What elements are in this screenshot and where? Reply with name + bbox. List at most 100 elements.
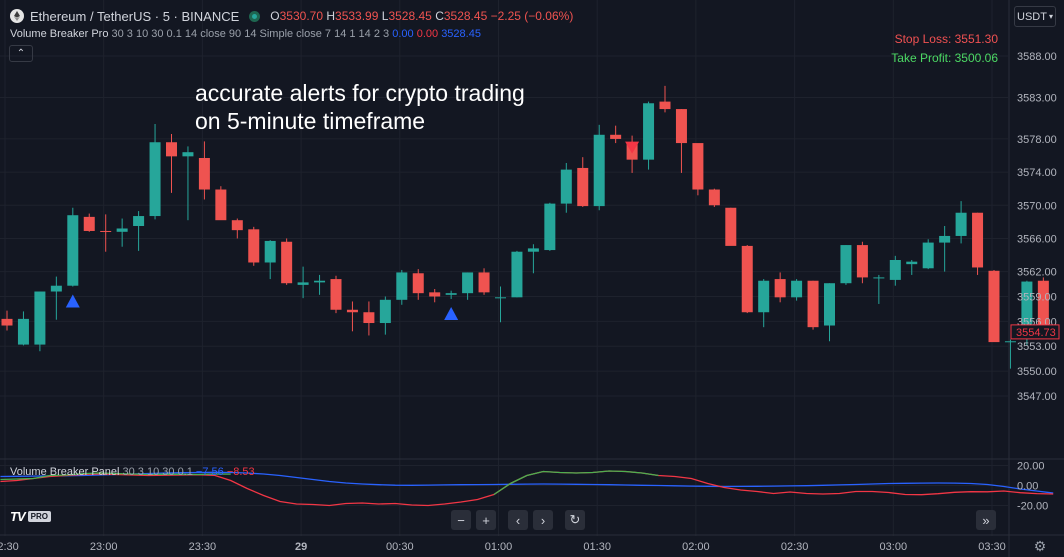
candle <box>67 207 79 287</box>
candle <box>281 238 293 285</box>
time-tick-label: 29 <box>295 541 307 553</box>
candle <box>560 162 572 213</box>
candle <box>708 188 720 207</box>
panel-tick-label: -20.00 <box>1017 501 1048 513</box>
candle-body <box>1037 280 1049 333</box>
candle <box>610 125 622 144</box>
candle <box>988 269 1000 343</box>
last-price-box <box>1010 324 1060 340</box>
candle <box>100 214 112 252</box>
candle-body <box>922 242 934 269</box>
time-tick-label: 01:30 <box>583 541 611 553</box>
candle <box>741 245 753 314</box>
time-tick-label: 03:30 <box>978 541 1006 553</box>
candle-body <box>429 292 441 297</box>
candle-body <box>577 167 589 207</box>
candle <box>462 272 474 300</box>
candle <box>363 301 375 336</box>
price-tick-label: 3559.00 <box>1017 291 1057 303</box>
take-profit-label: Take Profit: 3500.06 <box>891 51 998 65</box>
candle-body <box>791 280 803 298</box>
candle-body <box>692 143 704 190</box>
candle <box>346 301 358 332</box>
candle <box>1004 339 1016 369</box>
currency-selector[interactable]: USDT ▾ <box>1014 6 1056 27</box>
scroll-left-button[interactable]: ‹ <box>508 510 528 530</box>
candle <box>330 275 342 314</box>
market-status-icon <box>249 10 261 22</box>
candle-body <box>807 280 819 328</box>
candle <box>50 276 62 320</box>
candle-body <box>675 109 687 144</box>
candle <box>445 290 457 299</box>
stop-loss-label: Stop Loss: 3551.30 <box>894 32 998 46</box>
collapse-legend-button[interactable]: ⌃ <box>9 45 33 62</box>
candle <box>1037 277 1049 333</box>
candle <box>527 244 539 274</box>
panel-indicator-name: Volume Breaker Panel <box>10 466 120 478</box>
symbol-header: Ethereum / TetherUS · 5 · BINANCE O3530.… <box>10 8 573 24</box>
candle-body <box>182 152 194 157</box>
candle-body <box>50 285 62 292</box>
candle <box>182 146 194 221</box>
ethereum-logo-icon <box>10 9 24 23</box>
tradingview-logo[interactable]: TV PRO <box>10 509 51 524</box>
panel-value-1: −7.56 <box>195 466 224 478</box>
candle-body <box>67 215 79 286</box>
candle <box>955 201 967 244</box>
candle <box>83 213 95 232</box>
candle-body <box>708 189 720 206</box>
price-tick-label: 3547.00 <box>1017 391 1057 403</box>
sell-signal-triangle <box>625 141 640 154</box>
candle-body <box>1 318 13 326</box>
panel-series-green-segment <box>493 470 659 496</box>
candle <box>972 212 984 275</box>
candle <box>906 260 918 275</box>
candle-body <box>774 279 786 298</box>
zoom-in-button[interactable]: + <box>476 510 496 530</box>
jump-to-realtime-button[interactable]: » <box>976 510 996 530</box>
candle-body <box>856 245 868 278</box>
candle-body <box>166 142 177 157</box>
panel-value-2: −8.53 <box>226 466 255 478</box>
time-tick-label: 00:30 <box>386 541 414 553</box>
main-indicator-legend[interactable]: Volume Breaker Pro 30 3 10 30 0.1 14 clo… <box>10 28 481 40</box>
candle-body <box>939 235 951 243</box>
candle-body <box>198 158 210 190</box>
candle <box>34 291 46 352</box>
candle-body <box>725 207 737 246</box>
overlay-caption: accurate alerts for crypto trading on 5-… <box>195 80 525 134</box>
candle <box>758 279 770 328</box>
candle-body <box>149 142 161 217</box>
panel-tick-label: 0.00 <box>1017 481 1038 493</box>
panel-indicator-legend[interactable]: Volume Breaker Panel 30 3 10 30 0.1 −7.5… <box>10 466 255 478</box>
candle-body <box>610 134 622 139</box>
candle <box>248 226 260 266</box>
candle-body <box>659 101 671 110</box>
candle <box>856 241 868 284</box>
indicator-params: 30 3 10 30 0.1 14 close 90 14 Simple clo… <box>111 28 390 40</box>
candle <box>297 266 309 299</box>
candle <box>166 133 177 193</box>
candle <box>396 269 408 305</box>
time-tick-label: 02:00 <box>682 541 710 553</box>
indicator-value-2: 0.00 <box>416 28 439 40</box>
symbol-title[interactable]: Ethereum / TetherUS · 5 · BINANCE <box>30 8 240 24</box>
indicator-value-3: 3528.45 <box>441 28 481 40</box>
candle <box>643 101 655 170</box>
price-axis: 3588.00 3583.00 3578.00 3574.00 3570.00 3566.… <box>1017 51 1057 403</box>
candle <box>774 272 786 303</box>
candle <box>824 283 835 342</box>
candle-body <box>396 272 408 300</box>
zoom-out-button[interactable]: − <box>451 510 471 530</box>
reset-chart-button[interactable]: ↻ <box>565 510 585 530</box>
candle-body <box>83 216 95 231</box>
candle <box>807 280 819 330</box>
scroll-right-button[interactable]: › <box>533 510 553 530</box>
indicator-name: Volume Breaker Pro <box>10 28 109 40</box>
gear-icon[interactable]: ⚙ <box>1033 538 1047 554</box>
candle-body <box>330 279 342 310</box>
price-tick-label: 3574.00 <box>1017 167 1057 179</box>
